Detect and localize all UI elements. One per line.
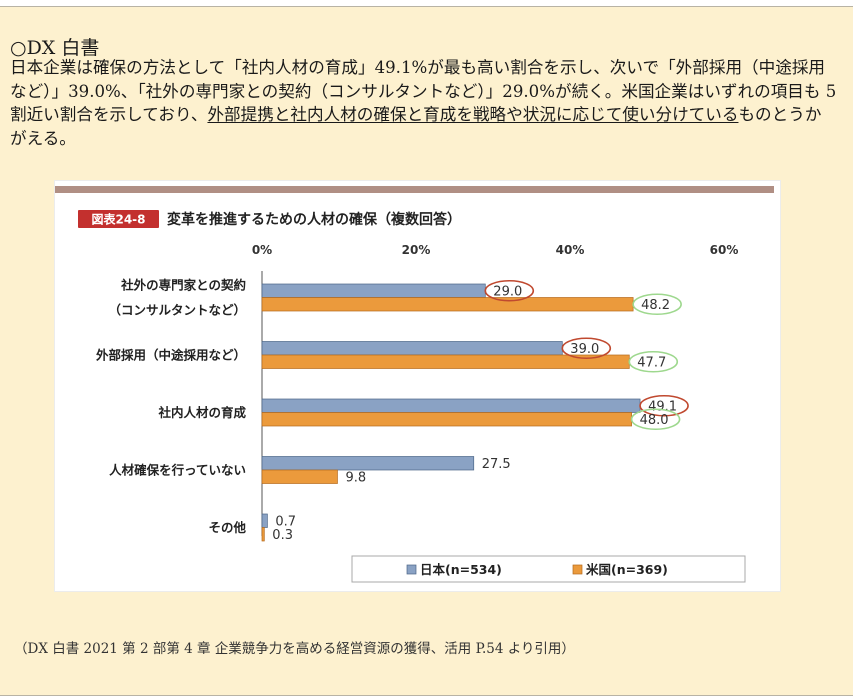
bars	[261, 283, 641, 542]
value-label: 48.2	[641, 298, 670, 313]
value-label: 27.5	[482, 457, 511, 472]
bar-japan	[261, 283, 486, 298]
category-labels: 社外の専門家との契約 （コンサルタントなど） 外部採用（中途採用など） 社内人材の育成…	[95, 278, 247, 536]
source-citation: （DX 白書 2021 第 2 部第 4 章 企業競争力を高める経営資源の獲得、…	[14, 641, 575, 657]
highlight-circle	[632, 293, 682, 316]
category-label: その他	[208, 520, 246, 535]
bar-japan	[261, 341, 563, 356]
bar-usa	[261, 297, 634, 312]
chart-title: 変革を推進するための人材の確保（複数回答）	[167, 211, 461, 228]
highlight-circle	[630, 408, 681, 431]
paragraph-underlined: 外部提携と社内人材の確保と育成を戦略や状況に応じて使い分けている	[207, 105, 739, 125]
value-label: 47.7	[637, 355, 666, 370]
chart-figure: 図表24-8 変革を推進するための人材の確保（複数回答） 0% 20% 40% 60%…	[55, 181, 780, 591]
x-tick-label: 0%	[252, 243, 272, 257]
bar-usa	[261, 412, 632, 427]
legend-label: 米国(n=369)	[585, 562, 668, 577]
value-label: 0.3	[272, 528, 293, 543]
category-label: 外部採用（中途採用など）	[95, 348, 246, 363]
highlight-circle	[484, 279, 535, 302]
body-paragraph: 日本企業は確保の方法として「社内人材の育成」49.1%が最も高い割合を示し、次い…	[10, 56, 838, 150]
bar-japan	[261, 398, 641, 413]
category-label: 人材確保を行っていない	[109, 463, 246, 478]
figure-badge	[78, 210, 159, 228]
paragraph-tail: ものとうかがえる。	[10, 105, 822, 148]
highlight-circle	[639, 394, 689, 417]
section-heading: ○DX 白書	[10, 37, 100, 59]
legend-swatch	[406, 564, 417, 575]
value-label: 39.0	[570, 342, 599, 357]
paragraph-lead: 日本企業は確保の方法として「社内人材の育成」49.1%が最も高い割合を示し、次い…	[10, 58, 837, 125]
category-label: 社外の専門家との契約	[120, 278, 246, 293]
value-label: 9.8	[345, 470, 366, 485]
content-box: ○DX 白書 日本企業は確保の方法として「社内人材の育成」49.1%が最も高い割…	[0, 6, 853, 696]
value-labels: 29.039.049.127.50.748.247.748.09.80.3	[272, 279, 689, 543]
highlight-circle	[561, 337, 612, 360]
bar-japan	[261, 456, 475, 471]
category-label: 社内人材の育成	[157, 405, 246, 420]
legend-label: 日本(n=534)	[420, 562, 502, 577]
value-label: 0.7	[275, 514, 296, 529]
highlight-circle	[628, 350, 679, 373]
legend-swatch	[572, 564, 583, 575]
bar-chart: 図表24-8 変革を推進するための人材の確保（複数回答） 0% 20% 40% 60%…	[55, 186, 774, 583]
x-tick-label: 60%	[710, 243, 739, 257]
chart-header-bar	[55, 186, 774, 193]
x-tick-label: 20%	[402, 243, 431, 257]
category-label: （コンサルタントなど）	[108, 303, 246, 318]
value-label: 29.0	[493, 284, 522, 299]
chart-title-group: 図表24-8 変革を推進するための人材の確保（複数回答）	[78, 210, 461, 228]
x-tick-label: 40%	[556, 243, 585, 257]
bar-japan	[261, 513, 268, 528]
legend: 日本(n=534) 米国(n=369)	[351, 555, 746, 583]
value-label: 48.0	[640, 413, 669, 428]
figure-badge-label: 図表24-8	[91, 212, 145, 227]
bar-usa	[261, 527, 265, 542]
x-axis-ticks: 0% 20% 40% 60%	[252, 243, 739, 536]
bar-usa	[261, 469, 338, 484]
legend-box	[351, 555, 746, 583]
